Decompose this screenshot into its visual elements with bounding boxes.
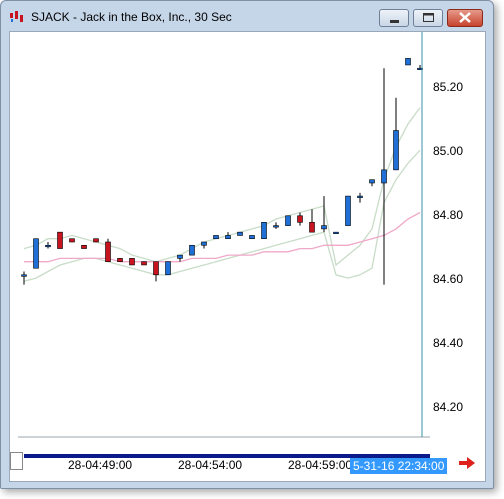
candle-body <box>177 254 183 259</box>
current-time-label: 5-31-16 22:34:00 <box>350 458 448 474</box>
candle-body <box>321 225 327 230</box>
candle-body <box>333 231 339 234</box>
red-right-arrow-icon[interactable] <box>458 456 476 470</box>
lower-band-line <box>23 149 421 282</box>
candle-body <box>57 231 63 249</box>
candle-body <box>117 258 123 262</box>
price-axis-label: 84.40 <box>433 336 464 350</box>
price-axis-label: 84.80 <box>433 208 464 222</box>
upper-band-line <box>23 107 421 267</box>
candle-body <box>69 238 75 243</box>
maximize-button[interactable] <box>413 9 443 27</box>
candle-body <box>93 238 99 243</box>
candle-body <box>129 258 135 266</box>
candle-body <box>381 169 387 184</box>
candle-body <box>141 261 147 266</box>
candle-body <box>237 231 243 236</box>
candle-body <box>249 235 255 240</box>
minimize-icon <box>390 20 399 23</box>
candle-body <box>81 244 87 249</box>
close-icon <box>459 12 471 23</box>
candle-body <box>405 58 411 66</box>
candle-body <box>153 261 159 276</box>
price-axis-label: 84.60 <box>433 272 464 286</box>
candle-body <box>345 195 351 226</box>
chart-client-area: 85.20 85.00 84.80 84.60 84.40 84.20 28-0… <box>9 31 486 482</box>
price-axis-label: 85.20 <box>433 80 464 94</box>
candle-body <box>21 274 27 277</box>
candle-body <box>45 244 51 248</box>
candle-body <box>393 130 399 171</box>
moving-average-line <box>24 211 421 263</box>
candle-body <box>369 179 375 184</box>
candle-body <box>105 241 111 262</box>
candle-body <box>189 244 195 256</box>
candle-body <box>273 225 279 228</box>
time-axis-label: 28-04:59:00 <box>288 458 353 472</box>
time-axis: 28-04:49:00 28-04:54:00 28-04:59:00 5-31… <box>10 452 485 482</box>
candle-body <box>33 238 39 269</box>
corner-box[interactable] <box>10 452 23 470</box>
title-bar[interactable]: SJACK - Jack in the Box, Inc., 30 Sec <box>1 1 493 31</box>
minimize-button[interactable] <box>379 9 409 27</box>
maximize-icon <box>423 13 434 22</box>
candle-body <box>297 215 303 223</box>
candle-body <box>309 222 315 233</box>
price-axis-label: 85.00 <box>433 144 464 158</box>
candle-body <box>261 222 267 240</box>
price-chart[interactable] <box>10 32 430 452</box>
candle-body <box>357 195 363 198</box>
chart-logo-icon <box>10 11 23 22</box>
time-axis-label: 28-04:49:00 <box>68 458 133 472</box>
time-axis-label: 28-04:54:00 <box>178 458 243 472</box>
candle-body <box>285 215 291 226</box>
price-axis-label: 84.20 <box>433 400 464 414</box>
candle-body <box>225 235 231 240</box>
candle-body <box>165 261 171 276</box>
scroll-bar[interactable] <box>24 454 430 458</box>
candle-body <box>213 235 219 240</box>
chart-window: SJACK - Jack in the Box, Inc., 30 Sec 85… <box>0 0 494 489</box>
candle-body <box>201 241 207 246</box>
window-title: SJACK - Jack in the Box, Inc., 30 Sec <box>31 10 232 24</box>
close-button[interactable] <box>447 9 483 27</box>
